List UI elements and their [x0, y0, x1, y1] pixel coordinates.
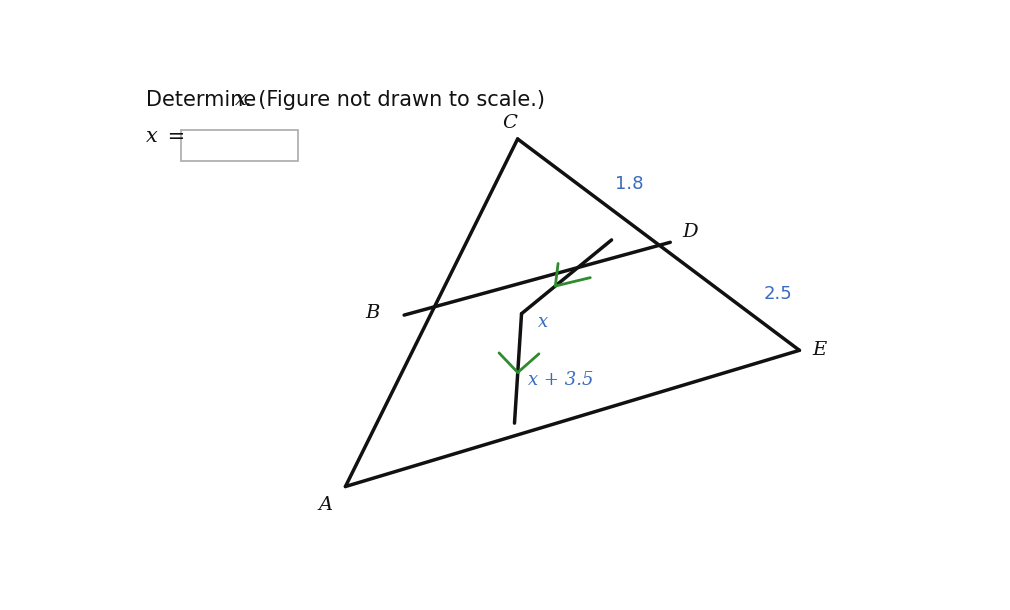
Text: Determine: Determine: [145, 90, 263, 110]
FancyBboxPatch shape: [181, 130, 298, 161]
Text: A: A: [319, 497, 333, 514]
Text: D: D: [682, 223, 698, 241]
Text: x: x: [145, 127, 158, 146]
Text: x + 3.5: x + 3.5: [528, 370, 594, 389]
Text: 1.8: 1.8: [615, 174, 643, 193]
Text: =: =: [161, 127, 185, 147]
Text: x: x: [538, 313, 548, 331]
Text: . (Figure not drawn to scale.): . (Figure not drawn to scale.): [245, 90, 545, 110]
Text: C: C: [502, 113, 517, 132]
Text: B: B: [366, 304, 380, 321]
Text: x: x: [234, 90, 246, 109]
Text: 2.5: 2.5: [764, 285, 792, 303]
Text: E: E: [812, 342, 826, 359]
